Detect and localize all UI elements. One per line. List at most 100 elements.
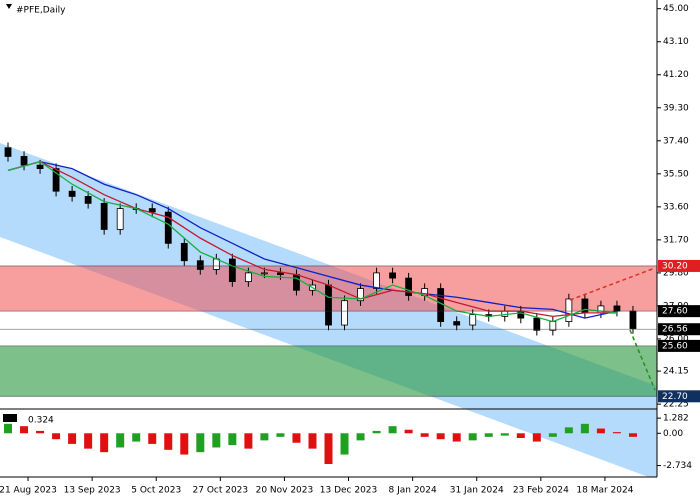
- y-tick-label: 43.10: [663, 37, 689, 47]
- osc-bar: [596, 428, 605, 434]
- osc-bar: [292, 433, 301, 443]
- y-tick-label: 33.60: [663, 202, 689, 212]
- x-tick-label: 27 Oct 2023: [193, 486, 249, 496]
- x-tick-label: 31 Jan 2024: [450, 486, 504, 496]
- osc-y-tick-label: -2.734: [663, 461, 692, 471]
- candle-body: [261, 272, 268, 275]
- osc-bar: [260, 433, 269, 441]
- level-label: 30.20: [662, 261, 688, 271]
- candle-body: [228, 258, 236, 282]
- y-tick-label: 45.00: [663, 4, 689, 14]
- osc-bar: [548, 433, 557, 437]
- osc-bar: [388, 426, 397, 434]
- osc-bar: [228, 433, 237, 446]
- candle-body: [244, 272, 252, 282]
- candle-body: [52, 168, 60, 192]
- candle-body: [533, 317, 541, 331]
- candle-body: [357, 288, 364, 302]
- candle-body: [341, 300, 348, 326]
- osc-bar: [164, 433, 173, 450]
- projection-down: [629, 329, 656, 391]
- y-tick-label: 35.50: [663, 169, 689, 179]
- osc-bar: [84, 433, 93, 449]
- moving-average: [7, 160, 618, 319]
- candle-body: [148, 208, 156, 213]
- level-label: 27.60: [662, 307, 688, 317]
- osc-bar: [276, 433, 285, 437]
- osc-bar: [132, 433, 141, 442]
- osc-bar: [244, 433, 253, 449]
- candle-body: [84, 196, 92, 204]
- osc-bar: [468, 433, 477, 441]
- candle-body: [116, 208, 124, 230]
- candle-body: [517, 310, 525, 319]
- osc-bar: [404, 429, 413, 434]
- y-tick-label: 31.70: [663, 235, 689, 245]
- candle-body: [100, 202, 108, 230]
- y-tick-label: 39.30: [663, 103, 689, 113]
- osc-bar: [100, 433, 109, 453]
- x-tick-label: 18 Mar 2024: [576, 486, 633, 496]
- level-tag: [658, 390, 700, 403]
- level-label: 25.60: [662, 341, 688, 351]
- x-tick-label: 23 Feb 2024: [513, 486, 569, 496]
- osc-bar: [196, 433, 205, 453]
- osc-bar: [356, 433, 365, 441]
- osc-bar: [116, 433, 125, 448]
- candle-body: [469, 314, 477, 326]
- candle-body: [405, 277, 413, 296]
- osc-bar: [420, 433, 429, 437]
- osc-y-tick-label: 0.00: [663, 429, 683, 439]
- level-tag: [658, 259, 700, 272]
- candle-body: [164, 211, 172, 244]
- osc-label: 0.324: [28, 416, 54, 426]
- osc-y-tick-label: 1.282: [663, 414, 689, 424]
- candle-body: [389, 272, 396, 279]
- osc-bar: [612, 432, 621, 434]
- title-icon: [6, 4, 12, 9]
- candle-body: [373, 272, 380, 289]
- osc-bar: [340, 433, 349, 455]
- candle-body: [277, 272, 284, 276]
- x-tick-label: 8 Jan 2024: [389, 486, 437, 496]
- osc-bar: [212, 433, 221, 448]
- osc-icon: [3, 414, 17, 422]
- y-tick-label: 41.20: [663, 70, 689, 80]
- x-tick-label: 5 Oct 2023: [131, 486, 181, 496]
- y-tick-label: 24.15: [663, 367, 689, 377]
- osc-bar: [564, 427, 573, 434]
- candle-body: [4, 147, 12, 157]
- osc-bar: [452, 433, 461, 442]
- candle-body: [20, 156, 28, 166]
- osc-bar: [324, 433, 333, 465]
- osc-bar: [180, 433, 189, 455]
- projection-up: [569, 267, 656, 301]
- candle-body: [565, 298, 573, 322]
- x-tick-label: 20 Nov 2023: [256, 486, 314, 496]
- x-tick-label: 13 Dec 2023: [320, 486, 378, 496]
- osc-bar: [580, 423, 589, 434]
- candle-body: [613, 305, 621, 312]
- candle-body: [68, 190, 76, 197]
- osc-bar: [68, 433, 77, 444]
- y-tick-label: 26.00: [663, 334, 689, 344]
- osc-bar: [20, 426, 29, 434]
- osc-bar: [628, 433, 637, 437]
- osc-bar: [500, 433, 509, 436]
- candle-body: [453, 321, 461, 326]
- osc-bar: [308, 433, 317, 449]
- level-tag: [658, 323, 700, 336]
- y-tick-label: 37.40: [663, 136, 689, 146]
- level-tag: [658, 339, 700, 352]
- candle-body: [196, 260, 204, 270]
- candle-body: [629, 310, 637, 329]
- osc-bar: [436, 433, 445, 440]
- osc-bar: [532, 433, 541, 442]
- candle-body: [180, 242, 188, 262]
- chart-title: #PFE,Daily: [16, 6, 66, 16]
- moving-average: [7, 160, 618, 323]
- y-tick-label: 29.80: [663, 268, 689, 278]
- zone: [0, 345, 657, 397]
- osc-bar: [52, 433, 61, 440]
- x-tick-label: 13 Sep 2023: [64, 486, 121, 496]
